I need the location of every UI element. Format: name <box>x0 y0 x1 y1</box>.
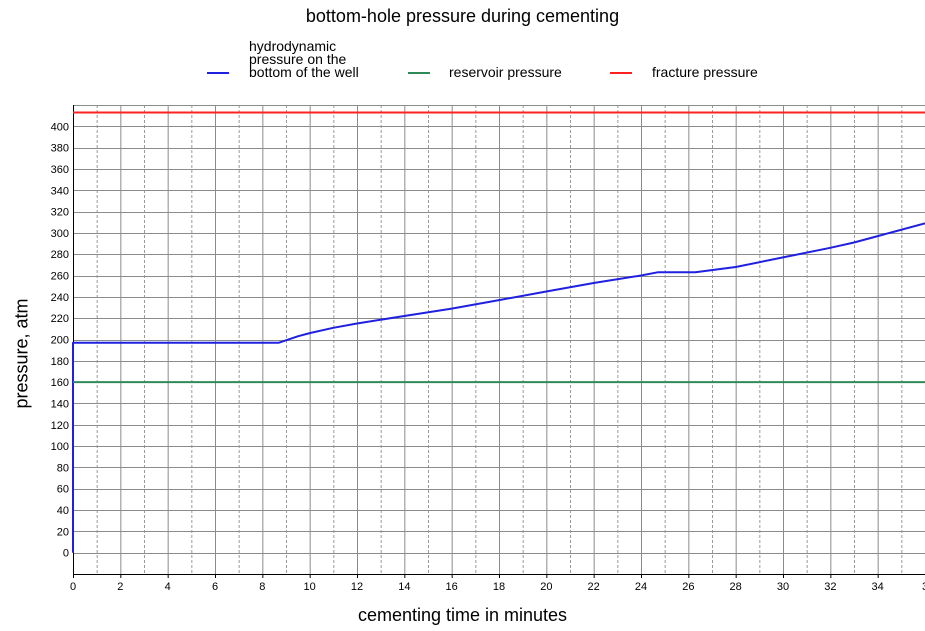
x-tick-label: 6 <box>212 581 218 593</box>
y-tick-label: 40 <box>57 505 69 517</box>
y-tick-label: 220 <box>51 313 69 325</box>
x-tick-label: 28 <box>730 581 742 593</box>
x-tick-label: 32 <box>824 581 836 593</box>
x-tick-label: 4 <box>165 581 171 593</box>
x-tick-label: 12 <box>351 581 363 593</box>
y-tick-label: 400 <box>51 121 69 133</box>
y-tick-label: 300 <box>51 228 69 240</box>
x-tick-label: 16 <box>446 581 458 593</box>
x-tick-label: 34 <box>872 581 884 593</box>
y-tick-label: 0 <box>63 548 69 560</box>
y-tick-label: 160 <box>51 377 69 389</box>
y-tick-label: 380 <box>51 143 69 155</box>
y-tick-label: 100 <box>51 441 69 453</box>
x-tick-label: 20 <box>540 581 552 593</box>
y-tick-label: 240 <box>51 292 69 304</box>
x-tick-label: 22 <box>588 581 600 593</box>
x-tick-label: 2 <box>117 581 123 593</box>
x-tick-label: 14 <box>398 581 410 593</box>
y-axis-label: pressure, atm <box>12 264 33 444</box>
x-tick-label: 10 <box>304 581 316 593</box>
x-tick-label: 8 <box>259 581 265 593</box>
x-axis-label: cementing time in minutes <box>0 605 925 626</box>
y-tick-label: 80 <box>57 462 69 474</box>
y-tick-label: 200 <box>51 335 69 347</box>
x-tick-label: 30 <box>777 581 789 593</box>
y-tick-label: 140 <box>51 398 69 410</box>
y-tick-label: 260 <box>51 271 69 283</box>
y-tick-label: 280 <box>51 249 69 261</box>
y-tick-label: 120 <box>51 420 69 432</box>
y-tick-label: 320 <box>51 207 69 219</box>
y-tick-label: 340 <box>51 185 69 197</box>
x-tick-label: 26 <box>682 581 694 593</box>
y-tick-label: 180 <box>51 356 69 368</box>
x-tick-label: 18 <box>493 581 505 593</box>
x-tick-label: 24 <box>635 581 647 593</box>
y-tick-label: 360 <box>51 164 69 176</box>
y-tick-label: 20 <box>57 526 69 538</box>
x-tick-label: 0 <box>70 581 76 593</box>
y-tick-label: 60 <box>57 484 69 496</box>
